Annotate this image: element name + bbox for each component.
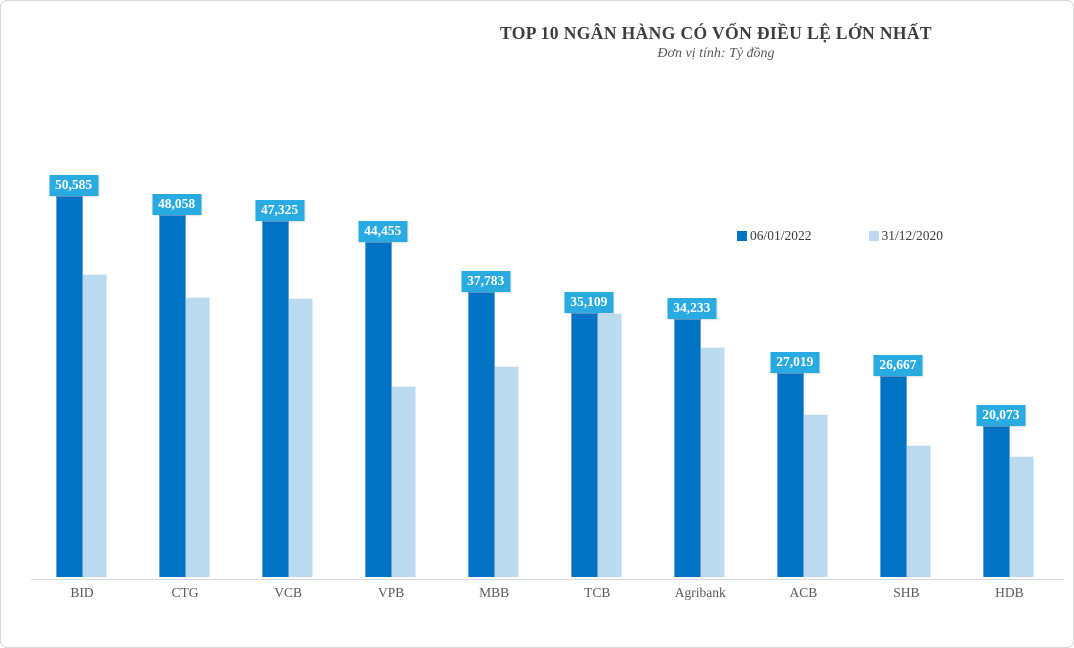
bar-group-ACB	[777, 373, 829, 577]
bar-2022-TCB	[571, 313, 599, 577]
legend-item-2020[interactable]: 31/12/2020	[868, 228, 944, 244]
bar-2020-VPB	[392, 386, 417, 577]
bar-2020-TCB	[598, 313, 623, 577]
bar-group-VPB	[365, 242, 417, 577]
chart-header: TOP 10 NGÂN HÀNG CÓ VỐN ĐIỀU LỆ LỚN NHẤT…	[500, 23, 932, 62]
bar-2022-SHB	[880, 376, 908, 577]
value-label-CTG: 48,058	[151, 194, 202, 215]
x-axis-label-TCB: TCB	[584, 585, 611, 600]
value-label-Agribank: 34,233	[667, 298, 717, 319]
bar-2020-MBB	[495, 366, 520, 577]
bar-2020-CTG	[186, 297, 211, 577]
value-label-VCB: 47,325	[255, 200, 305, 221]
value-label-VPB: 44,455	[358, 221, 408, 242]
x-axis-label-CTG: CTG	[171, 585, 199, 600]
x-axis-label-HDB: HDB	[995, 585, 1024, 600]
bar-group-SHB	[880, 376, 932, 577]
bar-2022-HDB	[983, 426, 1011, 577]
legend-swatch-2020	[868, 231, 879, 241]
bar-2022-VCB	[262, 221, 290, 577]
bar-group-MBB	[468, 292, 520, 577]
bar-2020-VCB	[289, 298, 314, 577]
bar-group-TCB	[571, 313, 623, 577]
bar-group-BID	[56, 196, 107, 577]
value-label-HDB: 20,073	[976, 405, 1026, 426]
legend-item-2022[interactable]: 06/01/2022	[737, 228, 812, 244]
x-axis-label-MBB: MBB	[479, 585, 510, 600]
legend-label-2022: 06/01/2022	[750, 228, 812, 243]
x-axis-label-VPB: VPB	[378, 585, 405, 600]
x-axis-label-SHB: SHB	[893, 585, 920, 600]
legend-swatch-2022	[737, 231, 747, 241]
bar-2022-BID	[56, 196, 83, 577]
chart-subtitle: Đơn vị tính: Tỷ đồng	[657, 46, 775, 61]
bar-group-VCB	[262, 221, 314, 577]
bar-group-HDB	[983, 426, 1035, 577]
bar-2022-MBB	[468, 292, 496, 577]
x-axis-line	[31, 579, 1064, 580]
bar-group-CTG	[159, 215, 211, 577]
value-label-MBB: 37,783	[461, 271, 511, 292]
value-label-BID: 50,585	[48, 175, 99, 196]
bar-2020-HDB	[1010, 456, 1035, 577]
bar-2022-Agribank	[674, 319, 702, 577]
x-axis-label-BID: BID	[70, 585, 94, 600]
legend-label-2020: 31/12/2020	[881, 228, 944, 243]
bar-group-Agribank	[674, 319, 726, 577]
bar-2022-ACB	[777, 373, 805, 577]
bar-2020-SHB	[907, 445, 932, 577]
value-label-ACB: 27,019	[770, 352, 820, 373]
chart-title: TOP 10 NGÂN HÀNG CÓ VỐN ĐIỀU LỆ LỚN NHẤT	[499, 23, 933, 43]
x-axis-label-ACB: ACB	[789, 585, 818, 600]
bar-2020-BID	[83, 274, 107, 577]
bar-2022-CTG	[159, 215, 187, 577]
bar-2020-Agribank	[701, 347, 726, 577]
x-axis-label-Agribank: Agribank	[674, 585, 726, 600]
bar-2022-VPB	[365, 242, 393, 577]
value-label-SHB: 26,667	[873, 355, 923, 376]
chart-legend: 06/01/2022 31/12/2020	[737, 228, 943, 244]
x-axis-label-VCB: VCB	[274, 585, 302, 600]
bar-2020-ACB	[804, 414, 829, 577]
value-label-TCB: 35,109	[564, 292, 614, 313]
